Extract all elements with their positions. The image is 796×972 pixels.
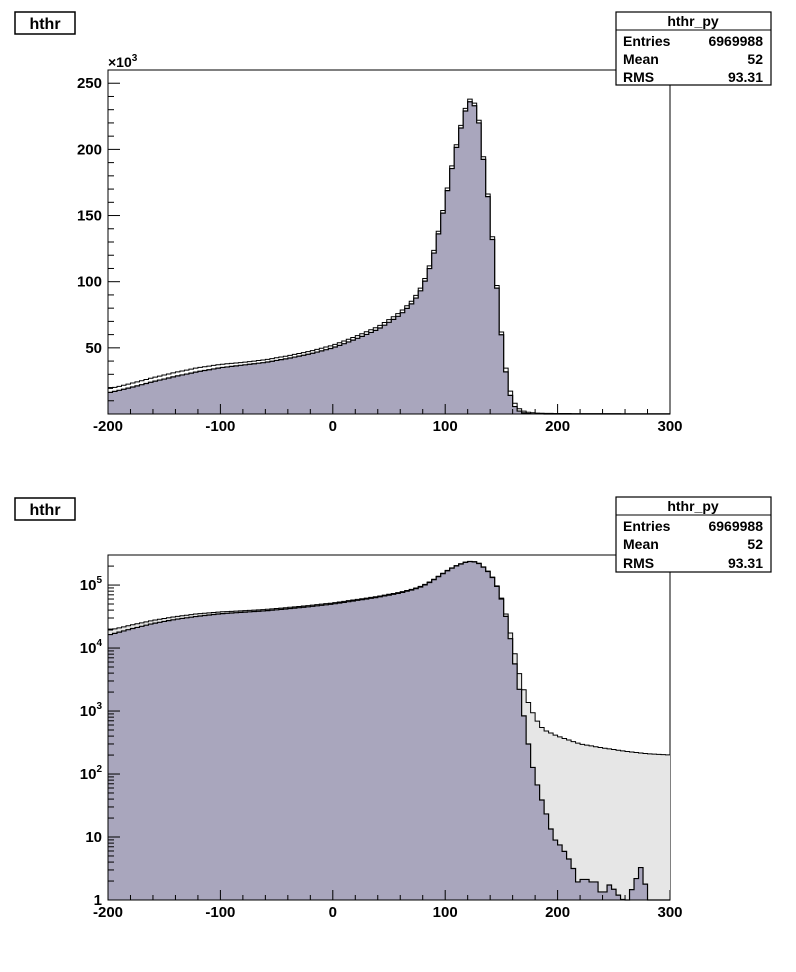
stats-box: hthr_py Entries 6969988 Mean 52 RMS 93.3… [615,11,772,86]
histogram-title: hthr [29,16,60,33]
y-tick-label: 103 [80,701,103,720]
stats-value-mean: 52 [747,51,763,67]
x-tick-label: -200 [93,904,123,921]
stats-value-mean: 52 [747,536,763,552]
x-tick-label: 200 [545,904,570,921]
histogram-title-box [14,11,76,35]
x-tick-label: 0 [329,904,337,921]
outer-histogram-outline [108,560,670,756]
stats-label-entries: Entries [623,518,671,534]
y-tick-label: 150 [77,208,102,225]
x-tick-label: 0 [329,418,337,435]
inner-histogram-fill [108,561,670,900]
stats-box-name: hthr_py [667,498,719,514]
stats-value-entries: 6969988 [708,33,763,49]
inner-histogram-fill [108,101,670,414]
x-tick-label: 100 [433,904,458,921]
x-tick-label: -100 [205,904,235,921]
axes: -200 -100 0 100 200 300 1 10 102 103 104 105 [80,554,683,921]
y-tick-label: 102 [80,764,103,783]
y-multiplier-label: ×103 [108,53,138,70]
histogram-title-box [14,497,76,521]
y-tick-label: 10 [85,829,102,846]
stats-value-rms: 93.31 [728,555,763,571]
x-tick-label: 300 [657,904,682,921]
stats-value-rms: 93.31 [728,69,763,85]
y-tick-label: 200 [77,141,102,158]
y-tick-label: 1 [94,892,102,909]
stats-label-rms: RMS [623,555,654,571]
stats-label-entries: Entries [623,33,671,49]
y-tick-label: 250 [77,75,102,92]
x-tick-label: -200 [93,418,123,435]
y-tick-label: 50 [85,340,102,357]
stats-box-frame [615,496,772,573]
stats-box-frame [615,11,772,86]
top-histogram-panel: hthr -200 -100 0 100 200 300 50 100 150 200 250 ×1… [14,11,772,435]
stats-box-name: hthr_py [667,13,719,29]
x-tick-label: 300 [657,418,682,435]
y-tick-label: 104 [80,638,103,657]
stats-box: hthr_py Entries 6969988 Mean 52 RMS 93.3… [615,496,772,573]
y-tick-label: 105 [80,575,103,594]
x-tick-label: 200 [545,418,570,435]
axes: -200 -100 0 100 200 300 50 100 150 200 250 [77,70,683,435]
histogram-bars [108,560,670,901]
bottom-histogram-panel-log: hthr -200 -100 0 100 200 300 1 10 102 103 104 105 h… [14,496,772,921]
stats-label-rms: RMS [623,69,654,85]
stats-label-mean: Mean [623,536,659,552]
x-tick-label: -100 [205,418,235,435]
stats-label-mean: Mean [623,51,659,67]
histogram-title: hthr [29,502,60,519]
inner-histogram-outline [108,560,670,901]
x-tick-label: 100 [433,418,458,435]
stats-value-entries: 6969988 [708,518,763,534]
y-tick-label: 100 [77,274,102,291]
